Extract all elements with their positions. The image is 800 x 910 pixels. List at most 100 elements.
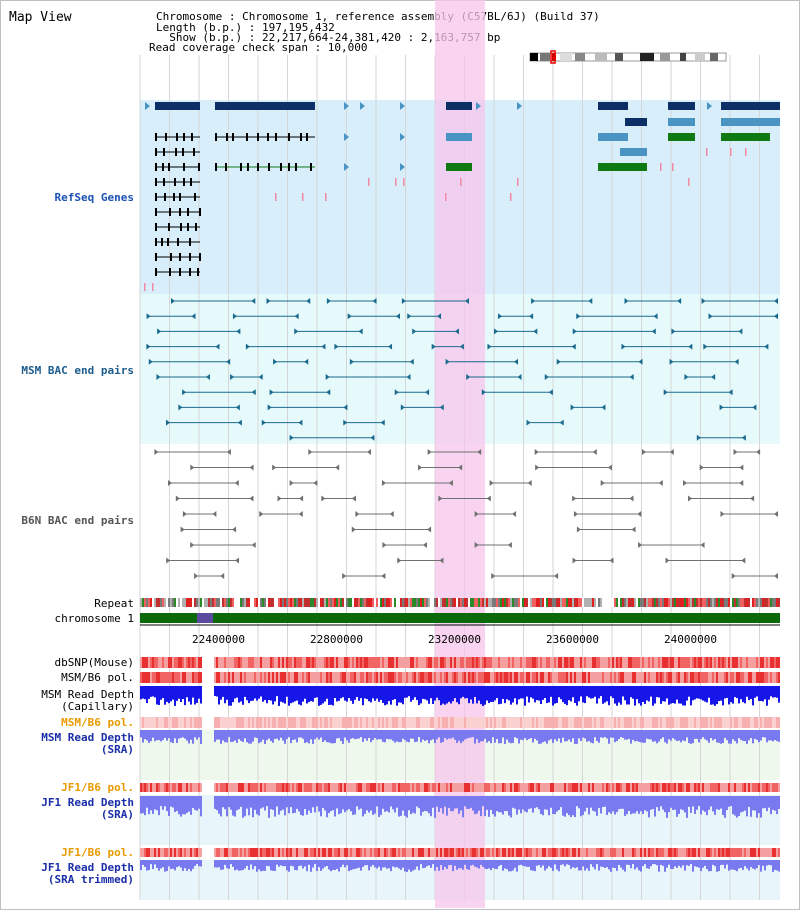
heat-stripe xyxy=(602,657,604,668)
bac-end xyxy=(349,358,354,365)
heat-stripe xyxy=(612,848,614,857)
repeat-mark xyxy=(284,598,286,607)
heat-stripe xyxy=(508,657,510,668)
track-label-msm-depth-capillary[interactable]: MSM Read Depth xyxy=(41,688,134,701)
heat-stripe xyxy=(224,657,226,668)
depth-bar xyxy=(190,730,192,740)
depth-bar xyxy=(436,686,438,698)
heat-stripe xyxy=(266,783,268,792)
heat-stripe xyxy=(368,657,370,668)
heat-stripe xyxy=(180,657,182,668)
track-label-msm-b6-pol[interactable]: MSM/B6 pol. xyxy=(61,671,134,684)
heat-stripe xyxy=(668,672,670,683)
depth-bar xyxy=(324,686,326,702)
heat-stripe xyxy=(682,717,684,728)
heat-stripe xyxy=(542,717,544,728)
depth-bar xyxy=(662,686,664,702)
track-label-dbsnp[interactable]: dbSNP(Mouse) xyxy=(54,656,134,669)
depth-bar xyxy=(198,686,200,699)
depth-bar xyxy=(374,730,376,739)
depth-bar xyxy=(246,730,248,743)
depth-bar xyxy=(748,796,750,807)
depth-bar xyxy=(626,796,628,815)
depth-bar xyxy=(380,860,382,871)
depth-bar xyxy=(276,796,278,807)
heat-stripe xyxy=(398,783,400,792)
depth-bar xyxy=(424,730,426,741)
depth-bar xyxy=(474,686,476,697)
depth-bar xyxy=(742,796,744,812)
track-label-jf1-b6-pol[interactable]: JF1/B6 pol. xyxy=(61,781,134,794)
track-label-jf1-depth[interactable]: JF1 Read Depth xyxy=(41,796,134,809)
depth-bar xyxy=(254,860,256,867)
bac-end xyxy=(637,511,642,517)
depth-bar xyxy=(680,730,682,743)
depth-bar xyxy=(160,860,162,869)
depth-bar xyxy=(574,730,576,744)
bac-end xyxy=(259,511,264,517)
bac-end xyxy=(734,358,739,365)
chromosome-info: Chromosome : Chromosome 1, reference ass… xyxy=(156,10,600,23)
heat-stripe xyxy=(230,717,232,728)
depth-bar xyxy=(456,796,458,809)
depth-bar xyxy=(390,860,392,872)
depth-bar xyxy=(182,796,184,815)
track-label-b6n-bac[interactable]: B6N BAC end pairs xyxy=(21,514,134,527)
depth-bar xyxy=(544,796,546,810)
track-label-jf1-b6-pol-trim[interactable]: JF1/B6 pol. xyxy=(61,846,134,859)
heat-stripe xyxy=(768,672,770,683)
heat-stripe xyxy=(144,717,146,728)
depth-bar xyxy=(754,796,756,811)
heat-stripe xyxy=(680,672,682,683)
repeat-mark xyxy=(512,598,514,607)
depth-bar xyxy=(526,686,528,697)
depth-bar xyxy=(406,860,408,872)
depth-bar xyxy=(774,730,776,740)
heat-stripe xyxy=(706,848,708,857)
track-label-repeat[interactable]: Repeat xyxy=(94,597,134,610)
heat-stripe xyxy=(578,783,580,792)
depth-bar xyxy=(712,796,714,812)
depth-bar xyxy=(236,730,238,743)
track-label-refseq[interactable]: RefSeq Genes xyxy=(54,191,134,204)
heat-stripe xyxy=(468,657,470,668)
depth-bar xyxy=(628,686,630,705)
repeat-mark xyxy=(484,598,486,607)
heat-stripe xyxy=(380,717,382,728)
heat-stripe xyxy=(248,717,250,728)
heat-stripe xyxy=(362,717,364,728)
heat-stripe xyxy=(538,672,540,683)
depth-bar xyxy=(714,686,716,706)
track-label-msm-b6-pol-sra[interactable]: MSM/B6 pol. xyxy=(61,716,134,729)
depth-bar xyxy=(696,860,698,867)
track-label-msm-depth-sra[interactable]: MSM Read Depth xyxy=(41,731,134,744)
depth-bar xyxy=(716,860,718,872)
bac-end xyxy=(234,480,239,486)
depth-bar xyxy=(540,686,542,704)
depth-bar xyxy=(560,860,562,865)
depth-bar xyxy=(408,730,410,743)
heat-stripe xyxy=(744,717,746,728)
heat-stripe xyxy=(322,783,324,792)
track-label-jf1-depth-trim[interactable]: JF1 Read Depth xyxy=(41,861,134,874)
heat-stripe xyxy=(670,717,672,728)
depth-bar xyxy=(160,796,162,807)
depth-bar xyxy=(644,860,646,865)
depth-bar xyxy=(252,860,254,870)
heat-stripe xyxy=(438,672,440,683)
depth-bar xyxy=(366,730,368,741)
repeat-mark xyxy=(378,598,380,607)
repeat-mark xyxy=(158,598,160,607)
heat-stripe xyxy=(252,672,254,683)
heat-stripe xyxy=(606,657,608,668)
heat-stripe xyxy=(480,848,482,857)
repeat-mark xyxy=(636,598,638,607)
heat-stripe xyxy=(314,672,316,683)
heat-stripe xyxy=(542,657,544,668)
depth-bar xyxy=(464,860,466,865)
repeat-mark xyxy=(390,598,392,607)
track-label-msm-bac[interactable]: MSM BAC end pairs xyxy=(21,364,134,377)
heat-stripe xyxy=(484,783,486,792)
heat-stripe xyxy=(648,848,650,857)
